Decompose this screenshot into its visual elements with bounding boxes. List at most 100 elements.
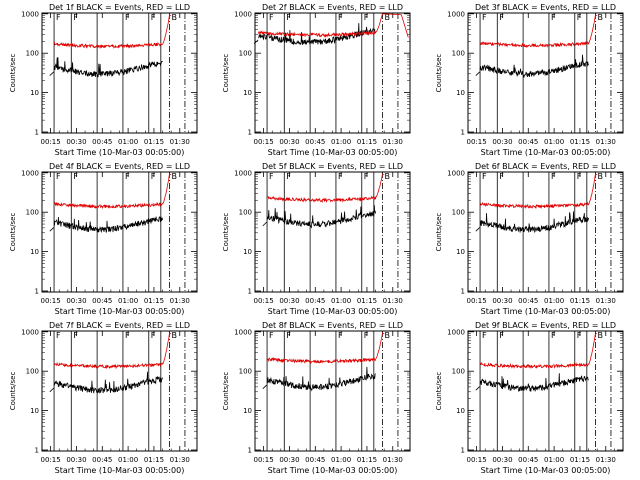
chart-panel-2: Det 2f BLACK = Events, RED = LLD Counts/s… — [222, 3, 411, 157]
segment-marker: F — [482, 331, 487, 340]
x-tick-label: 00:30 — [492, 297, 512, 305]
x-tick-label: 00:30 — [279, 138, 299, 146]
chart-title: Det 6f BLACK = Events, RED = LLD — [475, 162, 616, 171]
segment-marker: F — [73, 172, 78, 181]
segment-marker: B — [384, 331, 390, 340]
lld-series-line — [479, 15, 598, 48]
y-tick-label: 1000 — [21, 328, 39, 336]
segment-marker: F — [338, 172, 343, 181]
events-fragment — [49, 71, 55, 76]
segment-marker: F — [551, 331, 556, 340]
chart-panel-8: Det 8f BLACK = Events, RED = LLD Counts/s… — [222, 321, 411, 475]
events-series-line — [266, 366, 376, 392]
plot-frame — [254, 330, 411, 452]
segment-marker: F — [577, 331, 582, 340]
segment-marker: F — [73, 13, 78, 22]
x-tick-label: 00:30 — [279, 456, 299, 464]
segment-marker: F — [151, 13, 156, 22]
y-tick-label: 1000 — [21, 169, 39, 177]
x-tick-label: 00:45 — [92, 138, 112, 146]
events-series-line — [53, 216, 163, 234]
y-tick-label: 1000 — [447, 328, 465, 336]
chart-panel-4: Det 4f BLACK = Events, RED = LLD Counts/s… — [9, 162, 198, 316]
y-tick-label: 1000 — [21, 10, 39, 18]
x-axis-label: Start Time (10-Mar-03 00:05:00) — [55, 148, 185, 157]
x-tick-label: 01:00 — [544, 138, 564, 146]
segment-marker: F — [73, 331, 78, 340]
x-tick-label: 00:30 — [66, 297, 86, 305]
segment-marker: F — [364, 331, 369, 340]
x-tick-label: 00:30 — [66, 456, 86, 464]
plot-frame — [467, 330, 624, 452]
y-tick-label: 100 — [26, 368, 39, 376]
x-tick-label: 00:15 — [41, 456, 61, 464]
segment-marker: F — [269, 331, 274, 340]
y-axis-label: Counts/sec — [435, 54, 443, 93]
x-tick-label: 00:15 — [254, 456, 274, 464]
x-axis-label: Start Time (10-Mar-03 00:05:00) — [268, 148, 398, 157]
segment-marker: F — [499, 172, 504, 181]
x-tick-label: 00:45 — [518, 456, 538, 464]
segment-marker: B — [171, 13, 177, 22]
events-fragment — [475, 386, 481, 391]
y-tick-label: 10 — [456, 89, 465, 97]
y-tick-label: 100 — [452, 368, 465, 376]
x-tick-label: 00:45 — [92, 297, 112, 305]
segment-marker: B — [597, 13, 603, 22]
chart-panel-1: Det 1f BLACK = Events, RED = LLD Counts/s… — [9, 3, 198, 157]
x-tick-label: 01:15 — [357, 138, 377, 146]
segment-marker: F — [151, 331, 156, 340]
y-axis-label: Counts/sec — [9, 54, 17, 93]
y-tick-label: 100 — [239, 368, 252, 376]
x-tick-label: 00:15 — [467, 138, 487, 146]
segment-marker: F — [364, 13, 369, 22]
chart-panel-5: Det 5f BLACK = Events, RED = LLD Counts/s… — [222, 162, 411, 316]
segment-marker: B — [171, 331, 177, 340]
y-axis-label: Counts/sec — [222, 213, 230, 252]
y-tick-label: 1 — [461, 288, 465, 296]
y-tick-label: 100 — [26, 50, 39, 58]
x-tick-label: 01:15 — [570, 138, 590, 146]
lld-series-line — [258, 13, 409, 38]
y-tick-label: 1000 — [234, 10, 252, 18]
x-tick-label: 00:30 — [492, 138, 512, 146]
events-fragment — [475, 227, 481, 232]
x-tick-label: 01:15 — [570, 456, 590, 464]
segment-marker: F — [338, 331, 343, 340]
segment-marker: F — [56, 331, 61, 340]
y-tick-label: 100 — [26, 209, 39, 217]
x-tick-label: 01:15 — [144, 456, 164, 464]
segment-marker: F — [364, 172, 369, 181]
x-tick-label: 01:30 — [383, 138, 403, 146]
y-tick-label: 1 — [248, 288, 252, 296]
y-tick-label: 10 — [30, 407, 39, 415]
segment-marker: F — [125, 13, 130, 22]
x-tick-label: 00:15 — [254, 138, 274, 146]
x-tick-label: 00:45 — [305, 456, 325, 464]
chart-panel-3: Det 3f BLACK = Events, RED = LLD Counts/s… — [435, 3, 624, 157]
plot-frame — [41, 330, 198, 452]
y-tick-label: 100 — [452, 209, 465, 217]
y-tick-label: 10 — [30, 89, 39, 97]
segment-marker: F — [577, 13, 582, 22]
segment-marker: F — [151, 172, 156, 181]
y-tick-label: 100 — [239, 50, 252, 58]
y-tick-label: 1 — [248, 447, 252, 455]
x-tick-label: 00:30 — [492, 456, 512, 464]
segment-marker: F — [56, 13, 61, 22]
lld-series-line — [53, 173, 172, 210]
events-series-line — [53, 57, 163, 78]
x-axis-label: Start Time (10-Mar-03 00:05:00) — [55, 466, 185, 475]
segment-marker: B — [384, 172, 390, 181]
x-tick-label: 01:15 — [144, 297, 164, 305]
y-tick-label: 1000 — [234, 328, 252, 336]
y-tick-label: 1 — [35, 129, 39, 137]
x-axis-label: Start Time (10-Mar-03 00:05:00) — [268, 307, 398, 316]
segment-marker: F — [482, 13, 487, 22]
chart-title: Det 2f BLACK = Events, RED = LLD — [262, 3, 403, 12]
plot-frame — [41, 171, 198, 293]
y-tick-label: 10 — [243, 248, 252, 256]
x-tick-label: 01:00 — [118, 297, 138, 305]
x-tick-label: 01:00 — [331, 138, 351, 146]
lld-series-line — [53, 15, 172, 49]
